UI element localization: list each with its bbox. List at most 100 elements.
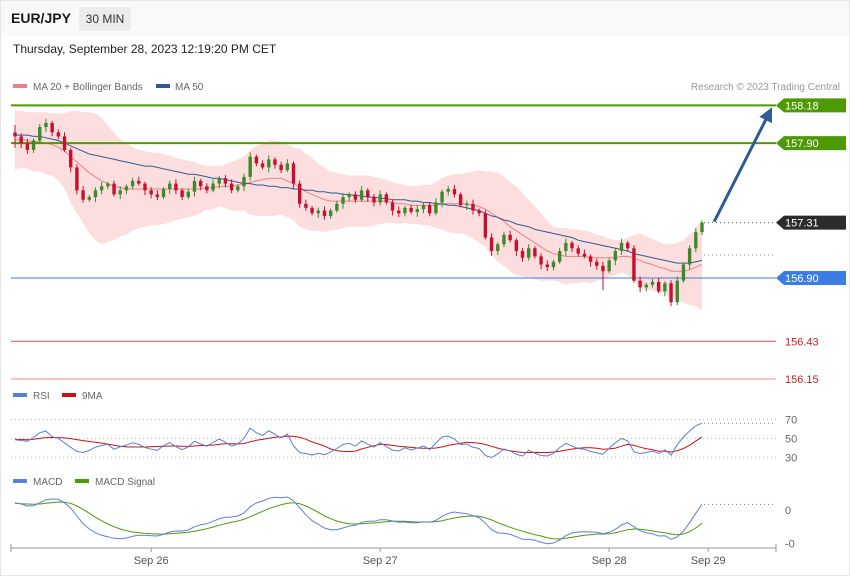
candle xyxy=(328,208,333,219)
candle-body xyxy=(69,149,73,168)
current-price-tag xyxy=(776,215,846,230)
candle xyxy=(254,154,259,167)
candle-body xyxy=(483,213,488,238)
candle-body xyxy=(632,248,636,281)
candle-body xyxy=(217,178,221,184)
candle xyxy=(378,190,382,206)
candle-body xyxy=(378,194,382,203)
timeframe-badge[interactable] xyxy=(79,7,131,31)
candle-body xyxy=(613,250,618,261)
rsi-level-label-70: 70 xyxy=(785,414,797,426)
candle xyxy=(205,183,209,194)
candle xyxy=(632,245,636,283)
candle xyxy=(143,181,147,196)
candle-body xyxy=(242,176,246,187)
candle-body xyxy=(13,132,17,137)
candle xyxy=(99,182,104,195)
candle-body xyxy=(279,164,283,171)
candle xyxy=(427,202,432,217)
candle-body xyxy=(687,248,692,265)
candle-body xyxy=(322,210,327,216)
candle-body xyxy=(650,281,655,285)
candle xyxy=(273,157,277,169)
candle-body xyxy=(458,194,463,206)
candle-body xyxy=(700,222,704,233)
candle-body xyxy=(143,183,147,191)
candle xyxy=(403,205,407,217)
candle-body xyxy=(298,183,302,204)
candle xyxy=(168,180,172,194)
candle xyxy=(106,181,110,190)
macd-level-label-0: 0 xyxy=(785,505,791,517)
candle-body xyxy=(75,167,79,191)
candle xyxy=(619,238,624,255)
candle xyxy=(694,227,698,253)
candle-body xyxy=(50,122,54,133)
candle xyxy=(186,188,190,200)
candle xyxy=(304,199,308,211)
candle xyxy=(520,247,525,262)
candle-body xyxy=(446,188,450,192)
candle-body xyxy=(514,240,519,251)
candle xyxy=(341,192,345,209)
candle-body xyxy=(149,190,153,195)
candle xyxy=(161,186,166,200)
candle xyxy=(87,195,91,202)
candle-body xyxy=(112,183,116,195)
candle-body xyxy=(180,190,184,198)
candle xyxy=(527,244,531,261)
candle xyxy=(310,205,314,216)
candle-body xyxy=(137,180,141,184)
resistance-tag-1 xyxy=(776,136,846,151)
ma50-line xyxy=(15,134,703,264)
candle xyxy=(570,240,574,253)
candle xyxy=(217,176,221,189)
ma20-line xyxy=(14,138,703,272)
candle xyxy=(595,258,599,270)
symbol-title: EUR/JPY xyxy=(11,10,72,26)
candle-body xyxy=(496,244,500,251)
support-label-4: 156.43 xyxy=(785,336,819,348)
candle xyxy=(124,184,129,195)
candle-body xyxy=(576,248,580,254)
candle xyxy=(180,188,184,201)
rsi-ma-line xyxy=(14,435,703,454)
candle-body xyxy=(366,190,370,198)
candle-body xyxy=(663,283,667,292)
candle-body xyxy=(62,136,67,150)
candle xyxy=(248,152,252,181)
legend-ma20-label: MA 20 + Bollinger Bands xyxy=(33,82,143,93)
header-bar xyxy=(1,1,849,36)
forecast-arrow-head xyxy=(759,107,772,124)
price-levels xyxy=(11,104,776,380)
price-pane xyxy=(14,110,703,311)
candle-body xyxy=(273,159,277,165)
rsi-level-label-50: 50 xyxy=(785,433,797,445)
candle xyxy=(44,118,48,132)
candle xyxy=(477,208,481,217)
macd-line xyxy=(14,496,703,545)
candle-body xyxy=(229,183,234,191)
candle-body xyxy=(502,234,506,245)
candle-body xyxy=(644,284,648,288)
candle xyxy=(353,191,358,203)
candle-body xyxy=(681,264,686,281)
candle xyxy=(56,129,61,140)
candle xyxy=(149,187,153,199)
x-tick-label: Sep 27 xyxy=(363,555,398,567)
candle xyxy=(25,138,30,154)
candle-body xyxy=(675,280,679,303)
candle-body xyxy=(601,265,605,272)
candle-body xyxy=(595,261,599,266)
candle xyxy=(613,247,618,266)
pivot-tag-3 xyxy=(776,270,846,285)
candle-body xyxy=(19,136,23,144)
candle-body xyxy=(390,202,395,211)
candle-body xyxy=(155,194,160,198)
datetime-label: Thursday, September 28, 2023 12:19:20 PM… xyxy=(13,42,277,56)
candle-body xyxy=(186,191,190,198)
legend-ma50-swatch xyxy=(156,84,170,88)
candle-body xyxy=(694,232,698,249)
candle xyxy=(366,188,370,202)
